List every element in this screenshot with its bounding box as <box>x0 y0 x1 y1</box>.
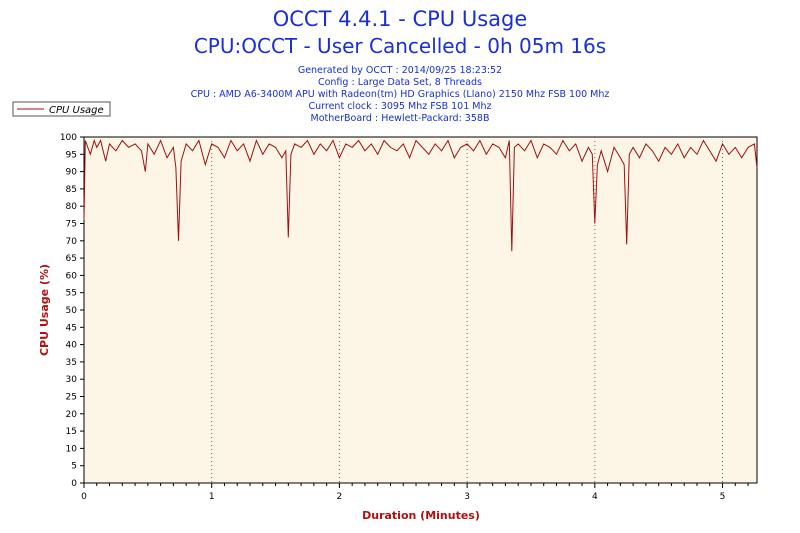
x-tick-label: 2 <box>337 492 343 502</box>
y-tick-label: 50 <box>66 306 78 316</box>
x-tick-label: 0 <box>81 492 87 502</box>
y-tick-label: 15 <box>66 427 77 437</box>
y-tick-label: 90 <box>66 168 78 178</box>
info-line-generated: Generated by OCCT : 2014/09/25 18:23:52 <box>298 65 502 76</box>
x-axis: 0 1 2 3 4 5 <box>81 483 749 502</box>
y-tick-label: 20 <box>66 410 78 420</box>
y-tick-label: 40 <box>66 341 78 351</box>
y-axis-label: CPU Usage (%) <box>38 264 51 356</box>
y-tick-label: 75 <box>66 220 77 230</box>
x-tick-label: 5 <box>720 492 726 502</box>
y-tick-label: 0 <box>71 479 77 489</box>
y-tick-label: 100 <box>60 133 77 143</box>
y-tick-label: 55 <box>66 289 77 299</box>
y-tick-label: 85 <box>66 185 77 195</box>
y-tick-label: 95 <box>66 150 77 160</box>
y-tick-label: 65 <box>66 254 77 264</box>
info-line-config: Config : Large Data Set, 8 Threads <box>318 77 482 88</box>
y-axis: 0 5 10 15 20 25 30 35 40 45 50 55 60 65 70 75 80 85 90 95 10… <box>60 133 84 489</box>
info-line-motherboard: MotherBoard : Hewlett-Packard: 358B <box>311 113 490 124</box>
legend-entry-cpu-usage: CPU Usage <box>49 105 104 116</box>
chart-subtitle: CPU:OCCT - User Cancelled - 0h 05m 16s <box>194 34 606 58</box>
plot-area <box>83 136 758 484</box>
legend-box <box>12 101 111 117</box>
y-tick-label: 10 <box>66 444 78 454</box>
x-axis-label: Duration (Minutes) <box>362 509 480 522</box>
y-tick-label: 70 <box>66 237 78 247</box>
y-tick-label: 80 <box>66 202 78 212</box>
y-tick-label: 5 <box>71 462 77 472</box>
y-tick-label: 35 <box>66 358 77 368</box>
series-layer <box>83 138 758 252</box>
x-tick-label: 3 <box>464 492 470 502</box>
y-tick-label: 30 <box>66 375 78 385</box>
grid-lines <box>211 137 724 483</box>
chart-title: OCCT 4.4.1 - CPU Usage <box>273 7 528 31</box>
y-tick-label: 45 <box>66 323 77 333</box>
series-line-cpu-usage <box>83 138 758 252</box>
info-line-clock: Current clock : 3095 Mhz FSB 101 Mhz <box>309 101 492 112</box>
legend: CPU Usage <box>12 101 111 117</box>
x-tick-label: 1 <box>209 492 215 502</box>
y-tick-label: 60 <box>66 271 78 281</box>
y-tick-label: 25 <box>66 393 77 403</box>
info-line-cpu: CPU : AMD A6-3400M APU with Radeon(tm) H… <box>191 89 610 100</box>
x-tick-label: 4 <box>592 492 598 502</box>
